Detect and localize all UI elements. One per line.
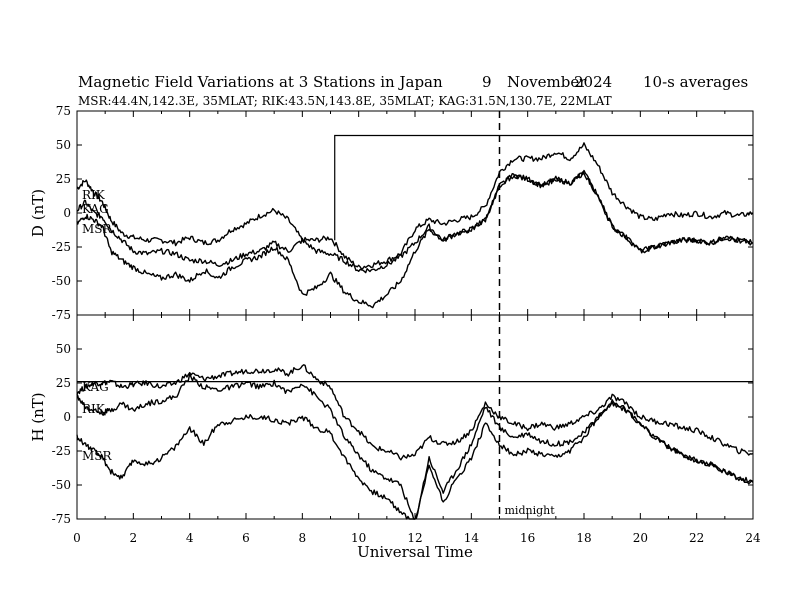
h-ytick-label: -75 [52,512,71,526]
averaging-label: 10-s averages [643,73,748,91]
d-label-rik: RIK [82,188,106,202]
d-series-rik [76,142,754,270]
h-panel-frame [76,314,754,520]
d-label-kag: KAG [82,202,109,216]
d-panel-ticks: 75 50 25 0 -25 -50 -75 [52,104,754,322]
xtick-label: 4 [186,531,194,545]
d-ytick-label: 0 [63,206,71,220]
d-ytick-label: 25 [56,172,71,186]
h-ytick-label: 50 [56,342,71,356]
h-series-rik [76,373,754,520]
h-series-msr [76,399,754,520]
chart-title: Magnetic Field Variations at 3 Stations … [78,73,443,91]
d-series-msr [76,171,754,309]
date-day: 9 [482,73,492,91]
xtick-label: 2 [130,531,138,545]
h-label-msr: MSR [82,449,113,463]
h-label-kag: KAG [82,380,109,394]
d-panel-frame [76,110,754,316]
h-ytick-label: -25 [52,444,71,458]
x-axis-title: Universal Time [357,543,473,561]
h-panel-ticks: 50 25 0 -25 -50 -75 [52,315,754,526]
xtick-label: 12 [407,531,422,545]
xtick-label: 18 [576,531,591,545]
xtick-label: 0 [73,531,81,545]
station-coordinates: MSR:44.4N,142.3E, 35MLAT; RIK:43.5N,143.… [78,94,612,108]
h-ytick-label: -50 [52,478,71,492]
d-series-kag [76,169,754,274]
d-ytick-label: 75 [56,104,71,118]
d-ytick-label: -50 [52,274,71,288]
xtick-label: 6 [242,531,250,545]
xtick-label: 22 [689,531,704,545]
d-axis-title: D (nT) [29,189,47,237]
h-ytick-label: 0 [63,410,71,424]
d-label-msr: MSR [82,222,113,236]
d-panel-series [76,134,754,309]
x-axis-ticks: 0 2 4 6 8 10 12 14 16 18 20 22 24 [73,531,761,545]
date-year: 2024 [574,73,612,91]
h-series-kag [76,364,754,461]
date-month: November [507,73,587,91]
d-ytick-label: 50 [56,138,71,152]
h-axis-title: H (nT) [29,392,47,441]
xtick-label: 10 [351,531,366,545]
h-panel-series [76,364,754,520]
xtick-label: 24 [745,531,761,545]
xtick-label: 16 [520,531,535,545]
xtick-label: 20 [633,531,648,545]
xtick-label: 8 [299,531,307,545]
h-label-rik: RIK [82,402,106,416]
h-ytick-label: 25 [56,376,71,390]
d-ytick-label: -25 [52,240,71,254]
xtick-label: 14 [464,531,480,545]
midnight-label: midnight [505,504,556,517]
d-step-line [334,134,753,241]
d-ytick-label: -75 [52,308,71,322]
